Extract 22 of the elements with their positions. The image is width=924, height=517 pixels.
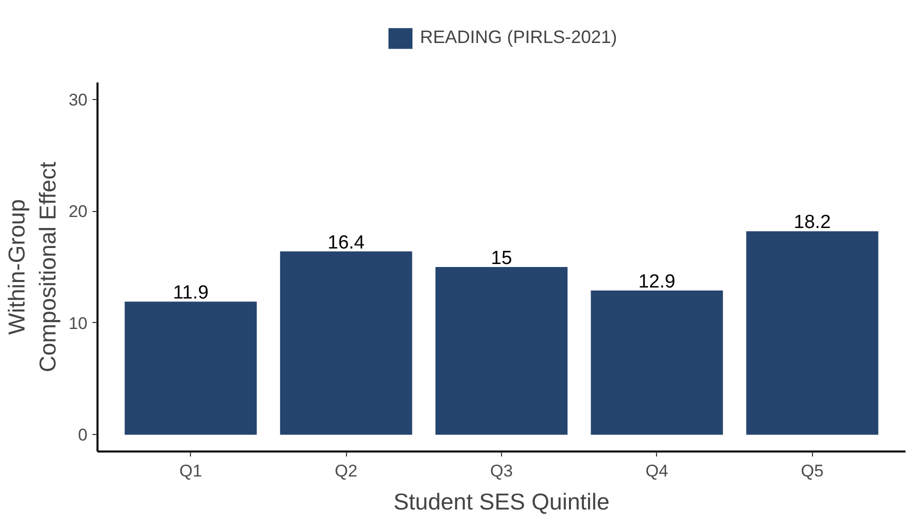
x-tick-label: Q5 xyxy=(800,462,824,480)
y-tick-label: 20 xyxy=(68,202,88,222)
bar xyxy=(280,251,412,435)
bar xyxy=(435,267,568,435)
bar xyxy=(590,290,723,435)
bar xyxy=(124,302,257,435)
y-tick-label: 10 xyxy=(68,314,88,333)
bar xyxy=(746,231,878,435)
data-label: 15 xyxy=(490,248,512,269)
data-label: 16.4 xyxy=(328,232,366,254)
data-label: 12.9 xyxy=(638,271,676,292)
y-tick-label: 30 xyxy=(68,90,88,110)
data-label: 18.2 xyxy=(794,212,831,234)
x-tick-label: Q2 xyxy=(334,462,358,480)
data-label: 11.9 xyxy=(172,282,209,304)
x-tick-label: Q1 xyxy=(179,462,202,480)
y-tick-label: 0 xyxy=(78,426,88,445)
x-tick-label: Q3 xyxy=(490,462,513,480)
y-axis-title: Within-Group Compositional Effect xyxy=(3,161,61,372)
legend-label: READING (PIRLS-2021) xyxy=(420,27,618,48)
x-tick-label: Q4 xyxy=(646,462,668,480)
x-axis-title: Student SES Quintile xyxy=(393,488,610,514)
